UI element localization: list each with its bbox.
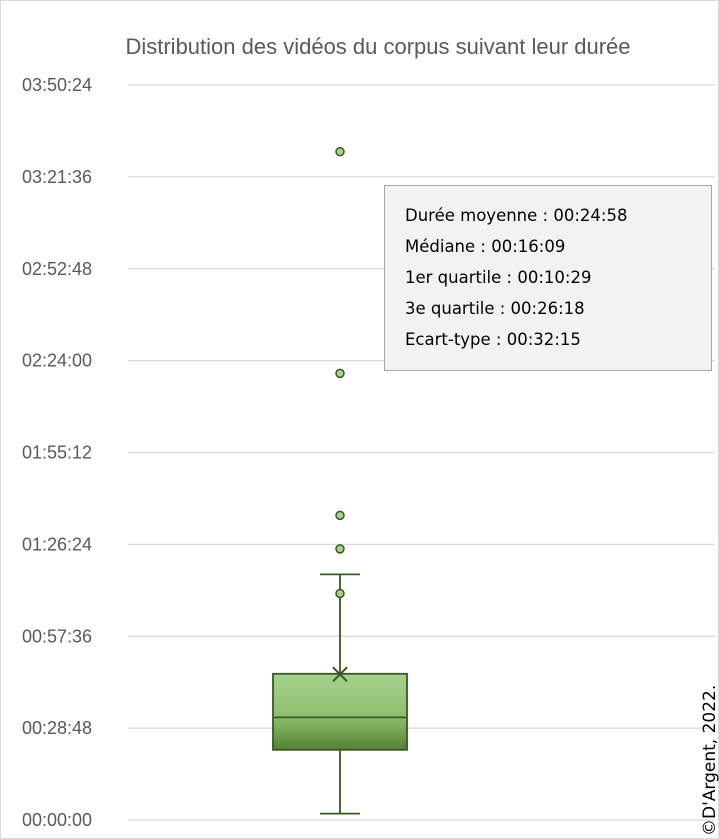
y-tick-label: 00:28:48: [22, 718, 92, 738]
copyright-notice: ©D'Argent, 2022.: [700, 684, 719, 836]
y-tick-label: 02:52:48: [22, 259, 92, 279]
mean-marker: [332, 666, 348, 683]
stat-third-quartile: 3e quartile : 00:26:18: [405, 299, 585, 318]
box-plot: [272, 146, 408, 815]
y-axis-tick-labels: 00:00:00 00:28:48 00:57:36 01:26:24 01:55:12…: [22, 75, 92, 830]
chart-title: Distribution des vidéos du corpus suivan…: [125, 34, 630, 59]
y-tick-label: 01:26:24: [22, 534, 92, 554]
y-tick-label: 00:00:00: [22, 810, 92, 830]
y-tick-label: 01:55:12: [22, 443, 92, 463]
y-tick-label: 03:21:36: [22, 167, 92, 187]
outlier-point: [335, 588, 345, 599]
stat-standard-deviation: Ecart-type : 00:32:15: [405, 330, 581, 349]
mean-marker-stroke: [332, 666, 348, 683]
statistics-box: Durée moyenne : 00:24:58 Médiane : 00:16…: [384, 185, 712, 371]
y-tick-label: 00:57:36: [22, 626, 92, 646]
outlier-point: [335, 510, 345, 521]
y-tick-label: 02:24:00: [22, 351, 92, 371]
interquartile-box: [272, 672, 408, 751]
gridlines: [128, 84, 715, 821]
outlier-point: [335, 146, 345, 157]
outlier-point: [335, 544, 345, 554]
outlier-point: [335, 368, 345, 379]
stat-median: Médiane : 00:16:09: [405, 237, 566, 256]
stat-first-quartile: 1er quartile : 00:10:29: [405, 268, 592, 287]
y-tick-label: 03:50:24: [22, 75, 92, 95]
stat-mean: Durée moyenne : 00:24:58: [405, 206, 628, 225]
